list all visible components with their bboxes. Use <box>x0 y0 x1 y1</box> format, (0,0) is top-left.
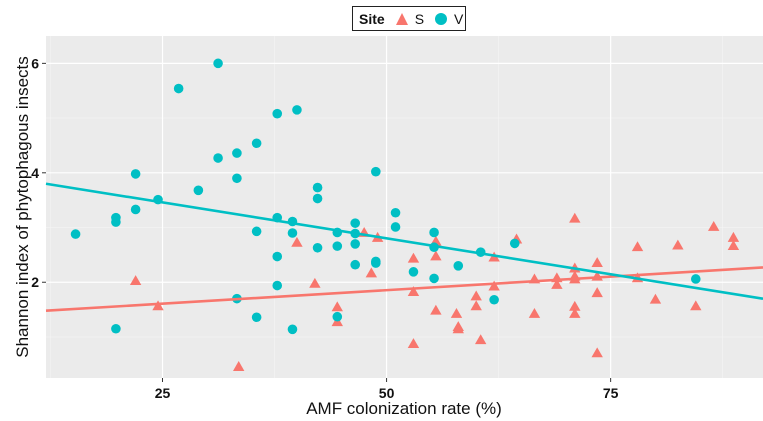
x-tick-label: 75 <box>603 385 619 401</box>
data-point-s <box>470 300 482 311</box>
data-point-v <box>390 207 401 218</box>
data-point-s <box>407 338 420 348</box>
data-point-v <box>193 185 204 196</box>
trend-lines <box>45 182 763 312</box>
data-point-v <box>429 227 439 238</box>
legend-item-s: S <box>395 11 424 27</box>
data-point-v <box>272 251 283 262</box>
data-point-v <box>130 169 141 179</box>
data-point-s <box>672 239 684 250</box>
grid-lines <box>46 36 763 378</box>
data-point-s <box>727 231 740 242</box>
data-point-v <box>272 108 283 119</box>
data-point-s <box>591 347 603 358</box>
data-point-v <box>429 273 439 284</box>
data-point-s <box>407 286 420 296</box>
data-point-s <box>291 236 303 247</box>
data-point-v <box>251 312 262 323</box>
triangle-icon <box>395 12 408 25</box>
legend-title: Site <box>359 10 385 27</box>
data-point-v <box>408 267 419 277</box>
data-point-s <box>528 307 541 318</box>
data-point-v <box>489 294 499 305</box>
data-point-v <box>371 166 381 177</box>
data-point-s <box>331 301 343 312</box>
data-point-v <box>390 222 401 232</box>
panel-background <box>46 36 763 378</box>
circle-icon <box>435 12 448 25</box>
data-point-s <box>649 293 662 304</box>
data-point-v <box>232 173 242 184</box>
data-point-s <box>690 300 702 311</box>
data-point-v <box>292 105 302 115</box>
data-point-s <box>727 240 740 251</box>
data-point-s <box>430 250 442 261</box>
data-point-s <box>129 275 142 286</box>
data-point-s <box>470 290 482 301</box>
data-point-s <box>450 307 463 318</box>
data-point-v <box>213 153 223 163</box>
data-point-v <box>111 323 121 334</box>
data-point-v <box>173 83 184 94</box>
data-point-v <box>371 258 381 268</box>
data-point-s <box>407 252 420 263</box>
data-point-v <box>272 280 283 291</box>
y-axis-label: Shannon index of phytophagous insects <box>13 56 32 358</box>
x-tick-label: 25 <box>155 385 171 401</box>
data-point-v <box>70 229 81 239</box>
data-point-s <box>569 307 581 318</box>
data-point-s <box>474 334 487 345</box>
legend-label-s: S <box>414 10 425 27</box>
data-point-v <box>312 193 323 204</box>
data-point-s <box>309 277 321 288</box>
data-point-v <box>350 259 361 270</box>
y-tick-label: 6 <box>31 55 39 71</box>
data-point-s <box>708 220 720 231</box>
data-point-s <box>591 257 603 267</box>
data-point-s <box>551 278 563 289</box>
trend-line-v <box>45 182 763 300</box>
data-point-s <box>569 212 581 223</box>
x-tick-label: 50 <box>379 385 395 401</box>
data-point-s <box>152 300 164 311</box>
legend-item-v: V <box>434 11 463 27</box>
data-point-v <box>350 218 361 228</box>
data-point-v <box>312 182 323 193</box>
data-point-s <box>232 361 245 371</box>
data-point-s <box>591 287 603 298</box>
data-point-s <box>365 267 378 278</box>
data-point-v <box>350 239 361 249</box>
trend-line-s <box>45 266 763 312</box>
legend-label-v: V <box>454 10 464 27</box>
data-point-v <box>332 241 343 251</box>
data-point-v <box>690 274 701 284</box>
data-point-v <box>130 204 141 215</box>
data-point-v <box>111 217 121 227</box>
y-tick-label: 2 <box>31 274 39 290</box>
data-point-v <box>332 311 343 322</box>
data-point-s <box>430 304 442 315</box>
data-point-v <box>287 228 298 238</box>
data-point-v <box>213 58 223 69</box>
data-point-v <box>251 138 262 149</box>
data-point-s <box>452 321 464 332</box>
data-point-s <box>631 241 644 252</box>
y-tick-label: 4 <box>31 165 39 181</box>
data-point-v <box>312 242 323 253</box>
legend: Site S V <box>352 6 466 31</box>
data-point-v <box>453 261 464 271</box>
axes: 25 50 75 2 4 6 <box>31 55 618 401</box>
data-point-v <box>287 324 298 335</box>
data-point-s <box>569 300 581 311</box>
data-point-v <box>232 148 242 158</box>
data-point-v <box>251 226 262 237</box>
x-axis-label: AMF colonization rate (%) <box>306 399 502 418</box>
data-point-v <box>509 238 520 249</box>
data-point-s <box>488 280 500 291</box>
